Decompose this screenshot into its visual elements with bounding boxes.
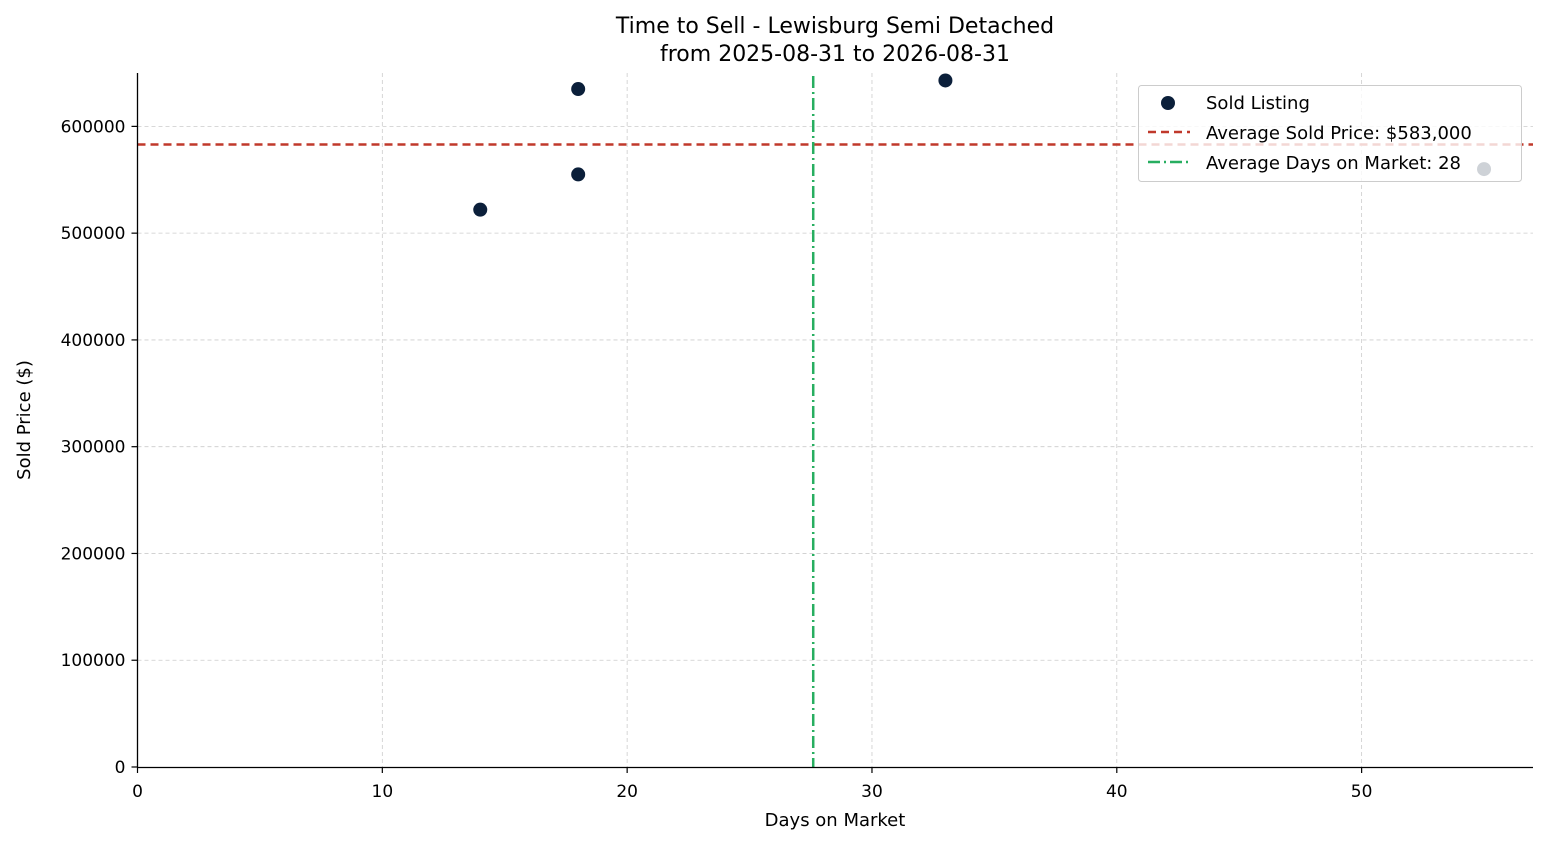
x-tick-label: 40 [1106, 782, 1128, 802]
grid-lines [137, 73, 1533, 767]
x-axis-ticks: 0 10 20 30 40 50 [132, 767, 1372, 802]
data-point [571, 82, 586, 97]
y-tick-label: 500000 [61, 224, 126, 244]
legend-box [1138, 85, 1522, 182]
x-axis-label: Days on Market [765, 810, 906, 831]
x-tick-label: 50 [1351, 782, 1373, 802]
chart-title-line1: Time to Sell - Lewisburg Semi Detached [615, 14, 1054, 39]
y-tick-label: 200000 [61, 544, 126, 564]
chart-title-line2: from 2025-08-31 to 2026-08-31 [660, 42, 1010, 67]
x-tick-label: 20 [616, 782, 638, 802]
x-tick-label: 10 [372, 782, 394, 802]
data-point [938, 73, 953, 88]
legend-marker-sold-listing [1161, 96, 1175, 110]
legend: Sold Listing Average Sold Price: $583,00… [1138, 85, 1522, 182]
legend-label-average-days: Average Days on Market: 28 [1206, 153, 1461, 174]
y-tick-label: 600000 [61, 117, 126, 137]
y-tick-label: 0 [115, 758, 126, 778]
legend-label-sold-listing: Sold Listing [1206, 93, 1310, 114]
x-tick-label: 0 [132, 782, 143, 802]
y-axis-label: Sold Price ($) [14, 360, 35, 480]
y-tick-label: 400000 [61, 331, 126, 351]
data-point [473, 202, 488, 217]
x-tick-label: 30 [861, 782, 883, 802]
y-tick-label: 300000 [61, 438, 126, 458]
y-axis-ticks: 0 100000 200000 300000 400000 500000 600000 [61, 117, 138, 778]
y-tick-label: 100000 [61, 651, 126, 671]
data-point [571, 167, 586, 182]
legend-label-average-price: Average Sold Price: $583,000 [1206, 123, 1472, 144]
